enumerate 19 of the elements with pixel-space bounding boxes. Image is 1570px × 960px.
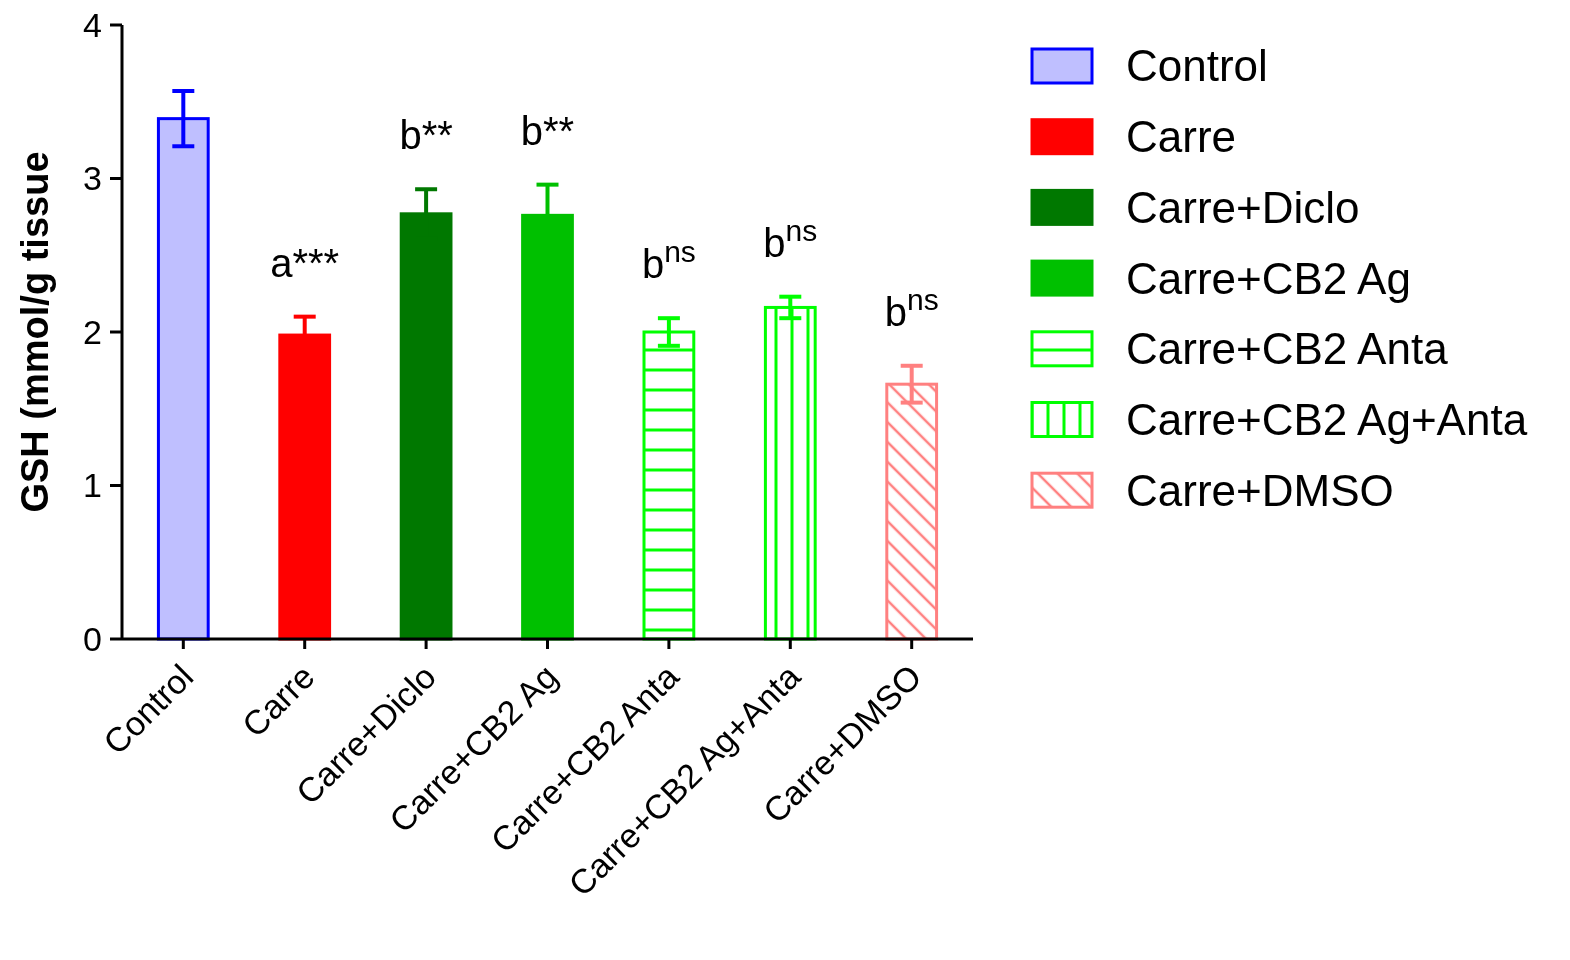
annotation: b$^{ns}$ <box>641 234 696 287</box>
annotation: a*** <box>270 240 340 285</box>
annotation: b$^{ns}$ <box>763 213 818 265</box>
legend-label: Carre+CB2 Ag+Anta <box>1126 394 1528 444</box>
legend-label: Carre+CB2 Anta <box>1126 324 1449 374</box>
annotation: b** <box>399 113 453 158</box>
y-axis-title: GSH (mmol/g tissue <box>14 151 56 513</box>
legend-label: Control <box>1126 41 1268 91</box>
legend-label: Carre <box>1126 112 1237 162</box>
y-tick-label: 0 <box>83 619 102 658</box>
y-tick-label: 4 <box>83 5 102 44</box>
legend-label: Carre+CB2 Ag <box>1126 253 1411 303</box>
y-tick-label: 2 <box>83 312 102 351</box>
y-tick-label: 1 <box>83 466 102 505</box>
legend-label: Carre+Diclo <box>1126 182 1360 232</box>
annotation: b** <box>520 108 575 153</box>
legend-label: Carre+DMSO <box>1126 465 1394 515</box>
y-tick-label: 3 <box>83 159 102 198</box>
annotation: b$^{ns}$ <box>884 282 939 334</box>
